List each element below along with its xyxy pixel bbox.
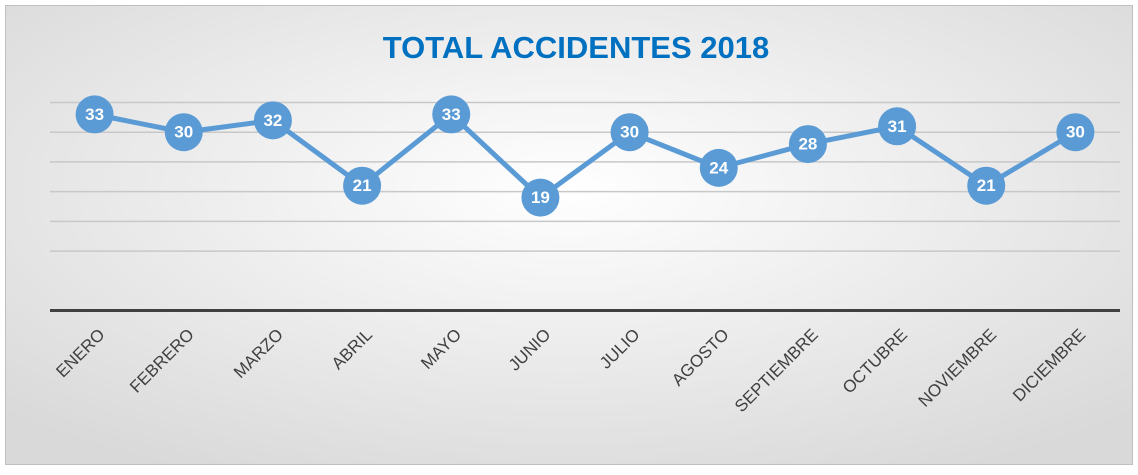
data-point bbox=[432, 95, 471, 134]
data-label: 31 bbox=[888, 117, 907, 136]
data-label: 28 bbox=[798, 135, 817, 154]
data-label: 24 bbox=[709, 158, 728, 177]
data-point bbox=[967, 166, 1006, 205]
data-label: 30 bbox=[174, 123, 193, 142]
data-label: 32 bbox=[263, 111, 282, 130]
chart-background bbox=[5, 5, 1133, 465]
data-point bbox=[788, 125, 827, 164]
chart-title: TOTAL ACCIDENTES 2018 bbox=[383, 30, 769, 65]
data-point bbox=[343, 166, 382, 205]
data-label: 30 bbox=[1066, 123, 1085, 142]
data-label: 30 bbox=[620, 123, 639, 142]
data-point bbox=[164, 113, 203, 152]
data-label: 33 bbox=[442, 105, 461, 124]
data-point bbox=[521, 178, 560, 217]
data-point bbox=[610, 113, 649, 152]
data-point bbox=[1056, 113, 1095, 152]
data-point bbox=[878, 107, 917, 146]
data-label: 19 bbox=[531, 188, 550, 207]
data-point bbox=[699, 148, 738, 187]
data-label: 21 bbox=[977, 176, 996, 195]
data-point bbox=[75, 95, 114, 134]
data-label: 33 bbox=[85, 105, 104, 124]
data-label: 21 bbox=[353, 176, 372, 195]
data-point bbox=[253, 101, 292, 140]
